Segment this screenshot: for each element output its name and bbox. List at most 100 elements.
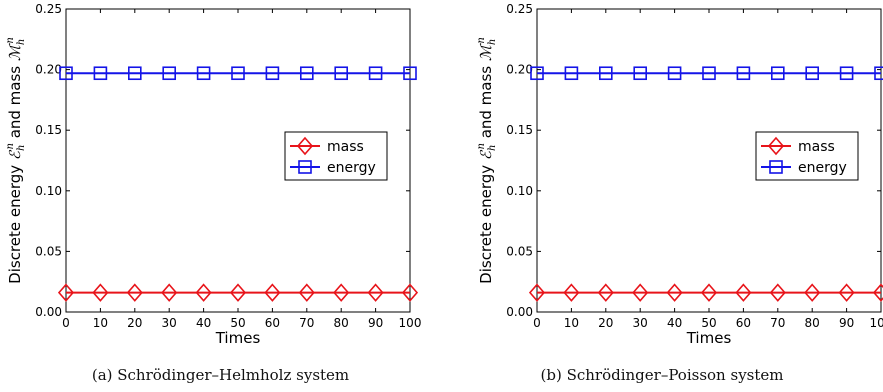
point-energy	[564, 66, 579, 81]
point-mass	[92, 283, 109, 302]
y-label-part: h	[487, 145, 498, 151]
x-tick-label: 90	[839, 316, 854, 330]
y-tick-label: 0.15	[35, 123, 62, 137]
point-energy	[196, 66, 211, 81]
legend-label-mass: mass	[798, 139, 835, 155]
point-mass	[264, 283, 281, 302]
y-tick-label: 0.20	[35, 63, 62, 77]
legend-marker-mass	[296, 136, 314, 156]
legend-box	[755, 131, 859, 181]
x-tick-label: 0	[533, 316, 541, 330]
point-energy	[667, 66, 682, 81]
point-mass	[161, 283, 178, 302]
legend-label-energy: energy	[327, 160, 376, 176]
point-energy	[368, 66, 383, 81]
y-label-part: ℳ	[477, 43, 495, 61]
y-tick-label: 0.10	[35, 184, 62, 198]
x-tick-label: 30	[162, 316, 177, 330]
y-tick-label: 0.05	[35, 244, 62, 258]
x-tick-label: 100	[870, 316, 883, 330]
series-mass	[528, 283, 883, 302]
x-tick-label: 30	[633, 316, 648, 330]
point-energy	[874, 66, 883, 81]
point-mass	[838, 283, 855, 302]
point-mass	[563, 283, 580, 302]
x-tick-label: 10	[93, 316, 108, 330]
point-energy	[265, 66, 280, 81]
point-energy	[299, 66, 314, 81]
y-label-part: n	[476, 143, 487, 149]
chart-panel-b: 0 10 20 30 40 50 60 70 80 90 100 0.00 0.05 0.10 0.15 0.…	[476, 2, 883, 347]
point-energy	[93, 66, 108, 81]
y-label-part: Discrete energy	[6, 160, 24, 284]
x-tick-label: 40	[667, 316, 682, 330]
point-energy	[770, 66, 785, 81]
point-energy	[839, 66, 854, 81]
point-mass	[804, 283, 821, 302]
legend-box	[284, 131, 388, 181]
point-mass	[528, 283, 546, 302]
y-tick-label: 0.25	[506, 2, 533, 16]
x-tick-label: 70	[299, 316, 314, 330]
y-axis-label: Discrete energy ℰhn and mass ℳhn	[476, 37, 498, 284]
x-tick-label: 50	[701, 316, 716, 330]
y-tick-label: 0.10	[506, 184, 533, 198]
x-tick-label: 50	[230, 316, 245, 330]
point-energy	[59, 66, 73, 81]
point-energy	[736, 66, 751, 81]
y-tick-label: 0.00	[35, 305, 62, 319]
y-tick-label: 0.20	[506, 63, 533, 77]
y-tick-label: 0.25	[35, 2, 62, 16]
point-energy	[162, 66, 176, 81]
caption-helmholz: (a) Schrödinger–Helmholz system	[91, 366, 350, 384]
x-tick-label: 80	[334, 316, 349, 330]
point-mass	[126, 283, 143, 302]
y-axis-label: Discrete energy ℰhn and mass ℳhn	[5, 37, 27, 284]
series-mass	[57, 283, 419, 302]
x-tick-label: 60	[265, 316, 280, 330]
y-label-part: ℰ	[477, 149, 495, 160]
y-tick-label: 0.00	[506, 305, 533, 319]
x-tick-label: 20	[127, 316, 142, 330]
y-label-part: ℳ	[6, 43, 24, 61]
point-mass	[401, 283, 419, 302]
x-axis-label: Times	[686, 329, 732, 347]
y-tick-label: 0.15	[506, 123, 533, 137]
y-label-part: and mass	[477, 61, 495, 143]
y-label-part: n	[5, 143, 16, 149]
point-mass	[367, 283, 384, 302]
y-label-part: Discrete energy	[477, 160, 495, 284]
x-tick-label: 70	[770, 316, 785, 330]
point-energy	[805, 66, 820, 81]
legend: mass energy	[755, 131, 859, 181]
y-label-part: n	[476, 37, 487, 43]
point-mass	[229, 283, 247, 302]
y-label-part: h	[16, 39, 27, 45]
x-axis-label: Times	[215, 329, 261, 347]
point-energy	[231, 66, 245, 81]
caption-poisson: (b) Schrödinger–Poisson system	[540, 366, 784, 384]
series-energy	[530, 66, 883, 81]
x-tick-label: 20	[598, 316, 613, 330]
point-energy	[598, 66, 613, 81]
point-mass	[632, 283, 649, 302]
legend-marker-mass	[767, 136, 785, 156]
point-mass	[57, 283, 75, 302]
point-mass	[298, 283, 315, 302]
point-mass	[769, 283, 786, 302]
point-energy	[633, 66, 648, 81]
point-energy	[403, 66, 417, 81]
point-mass	[195, 283, 212, 302]
x-tick-label: 80	[805, 316, 820, 330]
point-energy	[530, 66, 544, 81]
legend-marker-energy	[298, 160, 312, 174]
x-tick-label: 0	[62, 316, 70, 330]
legend: mass energy	[284, 131, 388, 181]
y-label-part: h	[16, 145, 27, 151]
point-energy	[128, 66, 142, 81]
x-tick-label: 10	[564, 316, 579, 330]
legend-marker-energy	[769, 160, 783, 174]
legend-label-energy: energy	[798, 160, 847, 176]
point-mass	[872, 283, 883, 302]
